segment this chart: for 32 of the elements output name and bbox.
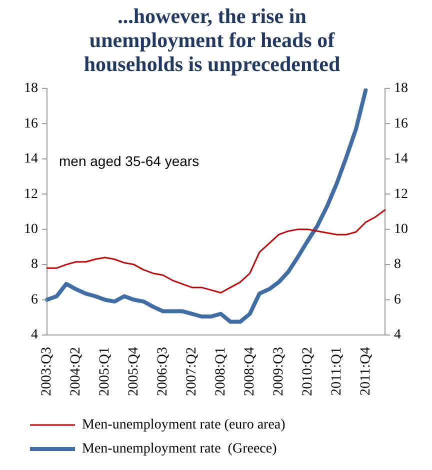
y2-tick-label: 10 bbox=[394, 222, 408, 237]
legend-label: Men-unemployment rate (Greece) bbox=[82, 442, 278, 457]
annotation: men aged 35-64 years bbox=[59, 153, 200, 170]
y-tick-label: 8 bbox=[31, 257, 38, 272]
y2-tick-label: 16 bbox=[394, 116, 408, 132]
x-tick-label: 2011:Q1 bbox=[329, 347, 344, 396]
x-tick-label: 2007:Q2 bbox=[184, 347, 200, 396]
x-tick-label: 2011:Q4 bbox=[358, 347, 374, 396]
x-tick-label: 2005:Q4 bbox=[126, 347, 142, 396]
x-tick-label: 2005:Q1 bbox=[98, 347, 113, 396]
y-tick-label: 16 bbox=[24, 116, 38, 132]
chart-title: ...however, the rise in unemployment for heads of households is unprecedented bbox=[82, 4, 342, 76]
x-tick-label: 2004:Q2 bbox=[68, 347, 84, 396]
y-tick-label: 18 bbox=[24, 81, 38, 96]
y-tick-label: 12 bbox=[24, 186, 38, 202]
x-tick-label: 2006:Q3 bbox=[156, 347, 171, 396]
y2-tick-label: 8 bbox=[394, 257, 401, 272]
y2-tick-label: 14 bbox=[394, 152, 408, 167]
y-tick-label: 10 bbox=[24, 222, 38, 237]
y2-tick-label: 12 bbox=[394, 186, 408, 202]
y-tick-label: 4 bbox=[31, 328, 38, 343]
x-tick-label: 2010:Q2 bbox=[300, 347, 316, 396]
y2-tick-label: 18 bbox=[394, 81, 408, 96]
x-tick-label: 2008:Q1 bbox=[214, 347, 228, 396]
y2-tick-label: 6 bbox=[394, 292, 401, 308]
y-tick-label: 14 bbox=[24, 152, 38, 167]
x-tick-label: 2009:Q3 bbox=[271, 347, 286, 396]
x-tick-label: 2003:Q3 bbox=[40, 347, 55, 396]
legend-label: Men-unemployment rate (euro area) bbox=[82, 418, 286, 433]
y-tick-label: 6 bbox=[31, 292, 38, 308]
x-tick-label: 2008:Q4 bbox=[242, 347, 258, 396]
y2-tick-label: 4 bbox=[394, 328, 401, 343]
